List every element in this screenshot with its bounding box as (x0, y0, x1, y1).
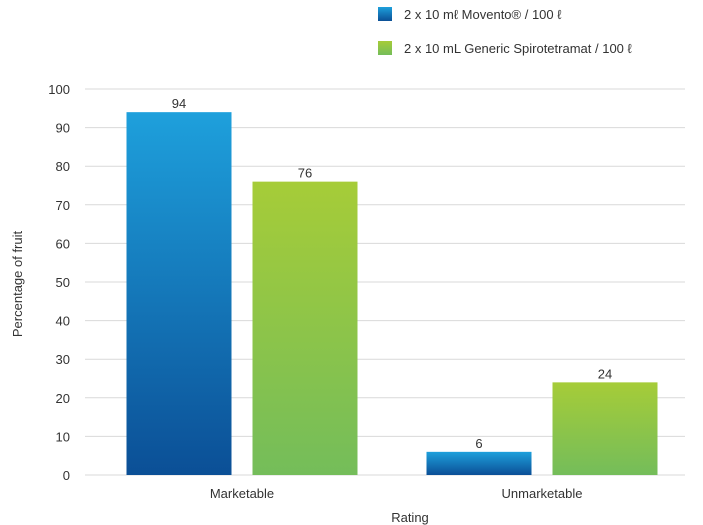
legend-swatch-movento (378, 7, 392, 21)
bar-marketable-generic (252, 181, 358, 475)
y-axis-ticks: 0 10 20 30 40 50 60 70 80 90 100 (48, 82, 70, 483)
y-tick-20: 20 (56, 391, 70, 406)
data-labels: 94 76 6 24 (172, 96, 612, 451)
legend: 2 x 10 mℓ Movento® / 100 ℓ 2 x 10 mL Gen… (378, 4, 632, 72)
bar-unmarketable-movento (426, 451, 532, 475)
y-tick-100: 100 (48, 82, 70, 97)
data-label-unmarketable-generic: 24 (598, 366, 612, 381)
legend-label-generic: 2 x 10 mL Generic Spirotetramat / 100 ℓ (404, 40, 632, 56)
legend-item-generic: 2 x 10 mL Generic Spirotetramat / 100 ℓ (378, 38, 632, 58)
x-tick-unmarketable: Unmarketable (502, 486, 583, 501)
data-label-marketable-movento: 94 (172, 96, 186, 111)
data-label-marketable-generic: 76 (298, 166, 312, 181)
y-tick-60: 60 (56, 236, 70, 251)
legend-item-movento: 2 x 10 mℓ Movento® / 100 ℓ (378, 4, 632, 24)
y-tick-50: 50 (56, 275, 70, 290)
y-axis-title: Percentage of fruit (10, 231, 25, 338)
y-tick-0: 0 (63, 468, 70, 483)
legend-swatch-generic (378, 41, 392, 55)
bar-marketable-movento (126, 112, 232, 475)
y-tick-90: 90 (56, 121, 70, 136)
x-axis-title: Rating (391, 510, 429, 525)
x-tick-marketable: Marketable (210, 486, 274, 501)
y-tick-70: 70 (56, 198, 70, 213)
legend-label-movento: 2 x 10 mℓ Movento® / 100 ℓ (404, 6, 562, 22)
bars (126, 112, 658, 475)
x-axis-ticks: Marketable Unmarketable (210, 486, 583, 501)
y-tick-80: 80 (56, 159, 70, 174)
data-label-unmarketable-movento: 6 (475, 436, 482, 451)
y-tick-30: 30 (56, 352, 70, 367)
y-tick-10: 10 (56, 429, 70, 444)
bar-unmarketable-generic (552, 382, 658, 475)
y-tick-40: 40 (56, 314, 70, 329)
